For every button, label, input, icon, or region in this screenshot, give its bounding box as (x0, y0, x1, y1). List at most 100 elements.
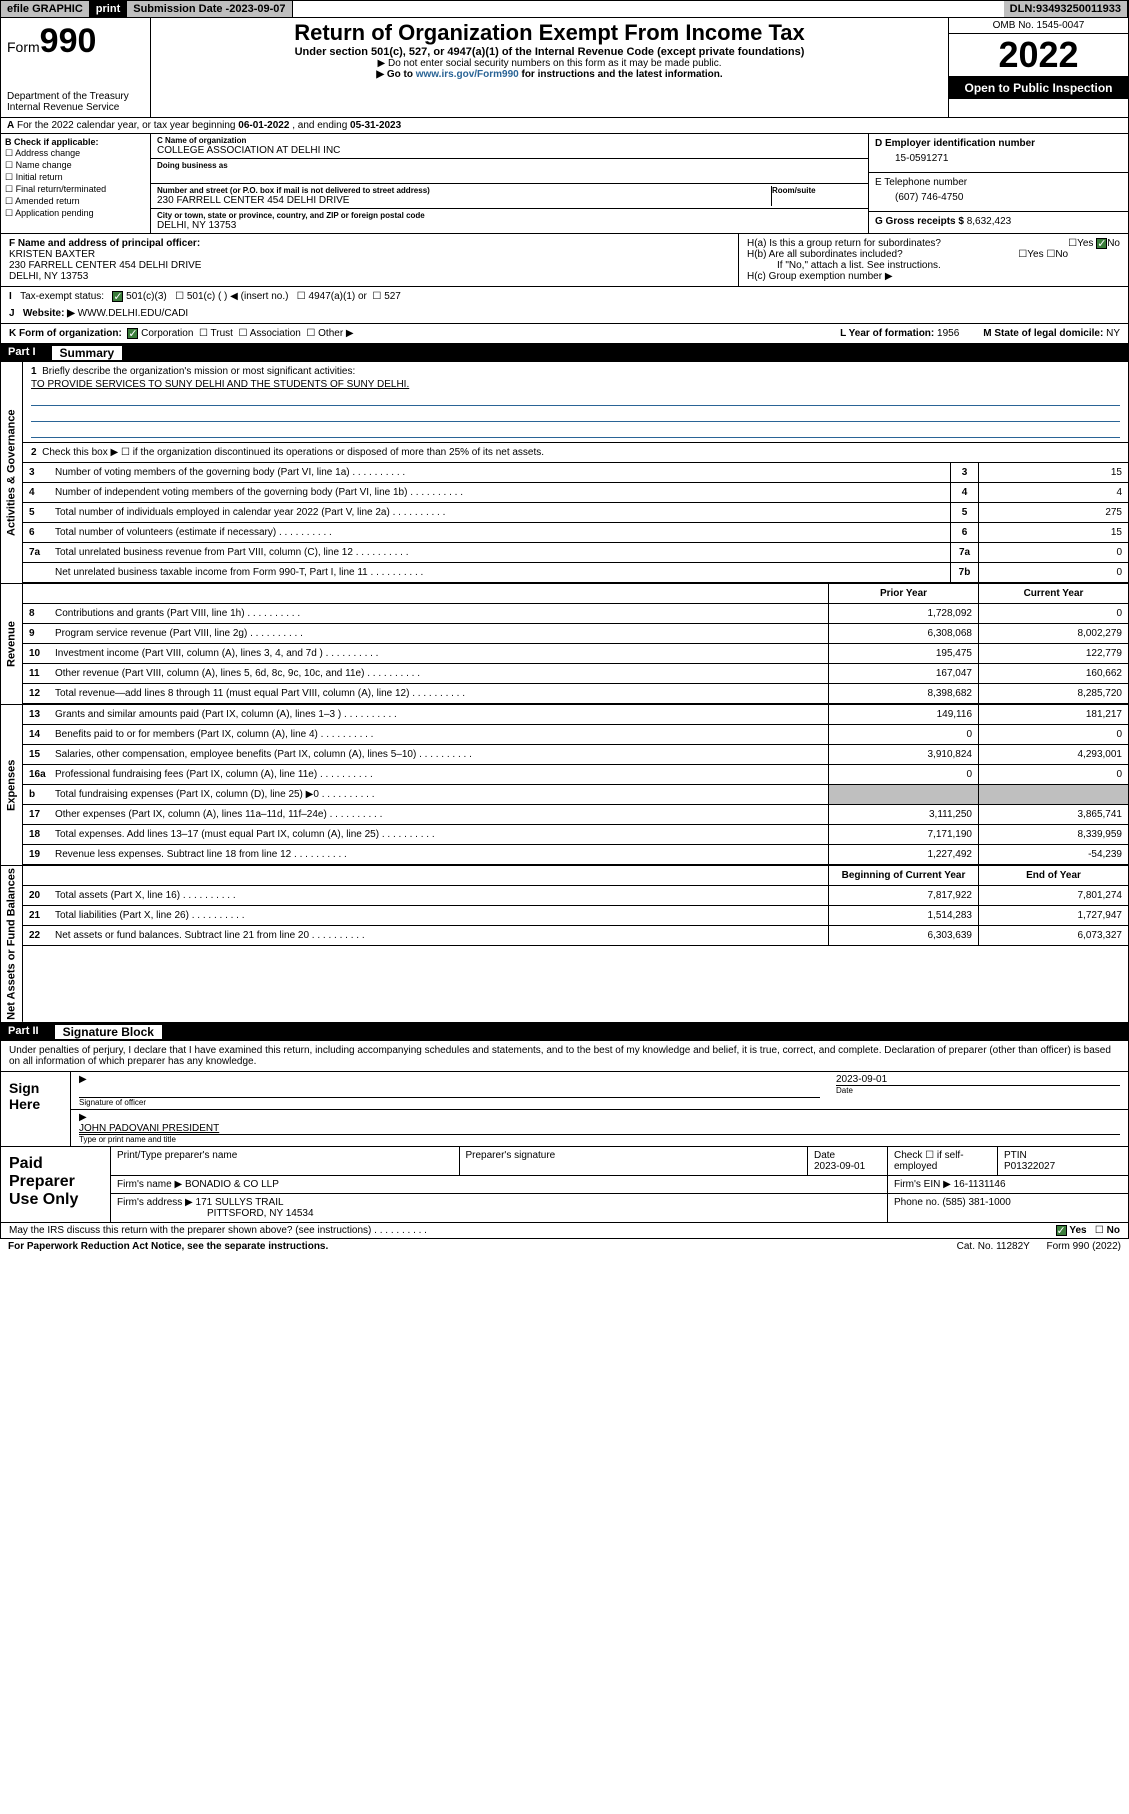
dba-row: Doing business as (151, 159, 868, 184)
discuss-yes-checked (1056, 1225, 1067, 1236)
print-button[interactable]: print (90, 1, 127, 17)
officer-addr: 230 FARRELL CENTER 454 DELHI DRIVE (9, 260, 201, 271)
summary-row: 5Total number of individuals employed in… (23, 503, 1128, 523)
rev-header: Prior YearCurrent Year (23, 584, 1128, 604)
summary-exp: Expenses 13Grants and similar amounts pa… (0, 705, 1129, 866)
phone-block: E Telephone number(607) 746-4750 (869, 173, 1128, 212)
summary-row: 3Number of voting members of the governi… (23, 463, 1128, 483)
summary-row: 15Salaries, other compensation, employee… (23, 745, 1128, 765)
form-number: Form990 (7, 22, 144, 61)
summary-ag: Activities & Governance 1 Briefly descri… (0, 362, 1129, 584)
summary-row: Net unrelated business taxable income fr… (23, 563, 1128, 583)
org-address: 230 FARRELL CENTER 454 DELHI DRIVE (157, 195, 771, 206)
summary-row: 4Number of independent voting members of… (23, 483, 1128, 503)
prep-addr-row: Firm's address ▶ 171 SULLYS TRAILPITTSFO… (111, 1194, 1128, 1222)
summary-row: 12Total revenue—add lines 8 through 11 (… (23, 684, 1128, 704)
address-row: Number and street (or P.O. box if mail i… (151, 184, 868, 209)
preparer-block: Paid Preparer Use Only Print/Type prepar… (0, 1147, 1129, 1223)
summary-row: bTotal fundraising expenses (Part IX, co… (23, 785, 1128, 805)
mission-text: TO PROVIDE SERVICES TO SUNY DELHI AND TH… (31, 379, 1120, 390)
form-footer: Form 990 (2022) (1047, 1241, 1121, 1252)
efile-button[interactable]: efile GRAPHIC (1, 1, 90, 17)
paperwork-row: For Paperwork Reduction Act Notice, see … (0, 1239, 1129, 1254)
line-i-j: I Tax-exempt status: 501(c)(3) ☐ 501(c) … (0, 287, 1129, 324)
firm-addr2: PITTSFORD, NY 14534 (117, 1208, 314, 1219)
signer-name: JOHN PADOVANI PRESIDENT (79, 1123, 219, 1134)
discuss-row: May the IRS discuss this return with the… (0, 1223, 1129, 1239)
sig-date: 2023-09-01 (836, 1074, 887, 1085)
city-row: City or town, state or province, country… (151, 209, 868, 233)
irs-label: Internal Revenue Service (7, 102, 144, 113)
summary-na: Net Assets or Fund Balances Beginning of… (0, 866, 1129, 1023)
h-b2: If "No," attach a list. See instructions… (747, 260, 1120, 271)
website: WWW.DELHI.EDU/CADI (78, 308, 189, 319)
org-name-row: C Name of organization COLLEGE ASSOCIATI… (151, 134, 868, 159)
summary-row: 21Total liabilities (Part X, line 26)1,5… (23, 906, 1128, 926)
summary-row: 19Revenue less expenses. Subtract line 1… (23, 845, 1128, 865)
submission-date: Submission Date - 2023-09-07 (127, 1, 292, 17)
corp-checked (127, 328, 138, 339)
vlabel-expenses: Expenses (1, 705, 23, 865)
officer-city: DELHI, NY 13753 (9, 271, 88, 282)
ein-block: D Employer identification number15-05912… (869, 134, 1128, 173)
org-city: DELHI, NY 13753 (157, 220, 862, 231)
summary-row: 18Total expenses. Add lines 13–17 (must … (23, 825, 1128, 845)
summary-rev: Revenue Prior YearCurrent Year 8Contribu… (0, 584, 1129, 705)
sign-here-label: Sign Here (1, 1072, 71, 1146)
summary-row: 13Grants and similar amounts paid (Part … (23, 705, 1128, 725)
line-k-l-m: K Form of organization: Corporation ☐ Tr… (0, 324, 1129, 344)
line-2: 2 Check this box ▶ ☐ if the organization… (23, 443, 1128, 463)
officer-name: KRISTEN BAXTER (9, 249, 95, 260)
irs-link[interactable]: www.irs.gov/Form990 (416, 69, 519, 80)
chk-name-change[interactable]: ☐ Name change (5, 160, 146, 171)
chk-final-return[interactable]: ☐ Final return/terminated (5, 184, 146, 195)
state-domicile: M State of legal domicile: NY (983, 328, 1120, 339)
paid-preparer-label: Paid Preparer Use Only (1, 1147, 111, 1222)
summary-row: 10Investment income (Part VIII, column (… (23, 644, 1128, 664)
sig-officer-line: Signature of officer (79, 1097, 820, 1107)
chk-application-pending[interactable]: ☐ Application pending (5, 208, 146, 219)
section-f-h: F Name and address of principal officer:… (0, 234, 1129, 287)
summary-row: 6Total number of volunteers (estimate if… (23, 523, 1128, 543)
summary-row: 22Net assets or fund balances. Subtract … (23, 926, 1128, 946)
prep-firm-row: Firm's name ▶ BONADIO & CO LLP Firm's EI… (111, 1176, 1128, 1194)
gross-receipts: G Gross receipts $ 8,632,423 (869, 212, 1128, 231)
year-formation: L Year of formation: 1956 (840, 328, 959, 339)
omb-number: OMB No. 1545-0047 (949, 18, 1128, 34)
chk-amended-return[interactable]: ☐ Amended return (5, 196, 146, 207)
firm-ein: 16-1131146 (954, 1179, 1006, 1190)
vlabel-netassets: Net Assets or Fund Balances (1, 866, 23, 1022)
dept-treasury: Department of the Treasury (7, 91, 144, 102)
chk-address-change[interactable]: ☐ Address change (5, 148, 146, 159)
summary-row: 11Other revenue (Part VIII, column (A), … (23, 664, 1128, 684)
summary-row: 7aTotal unrelated business revenue from … (23, 543, 1128, 563)
col-b: B Check if applicable: ☐ Address change … (1, 134, 151, 233)
part-ii-bar: Part IISignature Block (0, 1023, 1129, 1041)
chk-initial-return[interactable]: ☐ Initial return (5, 172, 146, 183)
open-inspection: Open to Public Inspection (949, 77, 1128, 99)
na-header: Beginning of Current YearEnd of Year (23, 866, 1128, 886)
b-label: B Check if applicable: (5, 137, 99, 147)
h-b: H(b) Are all subordinates included? ☐Yes… (747, 249, 1120, 260)
line-a: A For the 2022 calendar year, or tax yea… (0, 118, 1129, 134)
f-label: F Name and address of principal officer: (9, 238, 200, 249)
section-b-c-d: B Check if applicable: ☐ Address change … (0, 134, 1129, 234)
part-i-bar: Part ISummary (0, 344, 1129, 362)
h-a: H(a) Is this a group return for subordin… (747, 238, 1120, 249)
summary-row: 20Total assets (Part X, line 16)7,817,92… (23, 886, 1128, 906)
vlabel-revenue: Revenue (1, 584, 23, 704)
form-header: Form990 Department of the Treasury Inter… (0, 18, 1129, 118)
instruction-1: ▶ Do not enter social security numbers o… (157, 58, 942, 69)
firm-addr1: 171 SULLYS TRAIL (196, 1197, 284, 1208)
form-subtitle: Under section 501(c), 527, or 4947(a)(1)… (157, 46, 942, 58)
firm-phone: (585) 381-1000 (942, 1197, 1010, 1208)
summary-row: 14Benefits paid to or for members (Part … (23, 725, 1128, 745)
signature-block: Under penalties of perjury, I declare th… (0, 1041, 1129, 1147)
form-title: Return of Organization Exempt From Incom… (157, 20, 942, 46)
org-name: COLLEGE ASSOCIATION AT DELHI INC (157, 145, 862, 156)
ptin: P01322027 (1004, 1161, 1055, 1172)
summary-row: 17Other expenses (Part IX, column (A), l… (23, 805, 1128, 825)
ha-no-checked (1096, 238, 1107, 249)
summary-row: 9Program service revenue (Part VIII, lin… (23, 624, 1128, 644)
top-bar: efile GRAPHIC print Submission Date - 20… (0, 0, 1129, 18)
